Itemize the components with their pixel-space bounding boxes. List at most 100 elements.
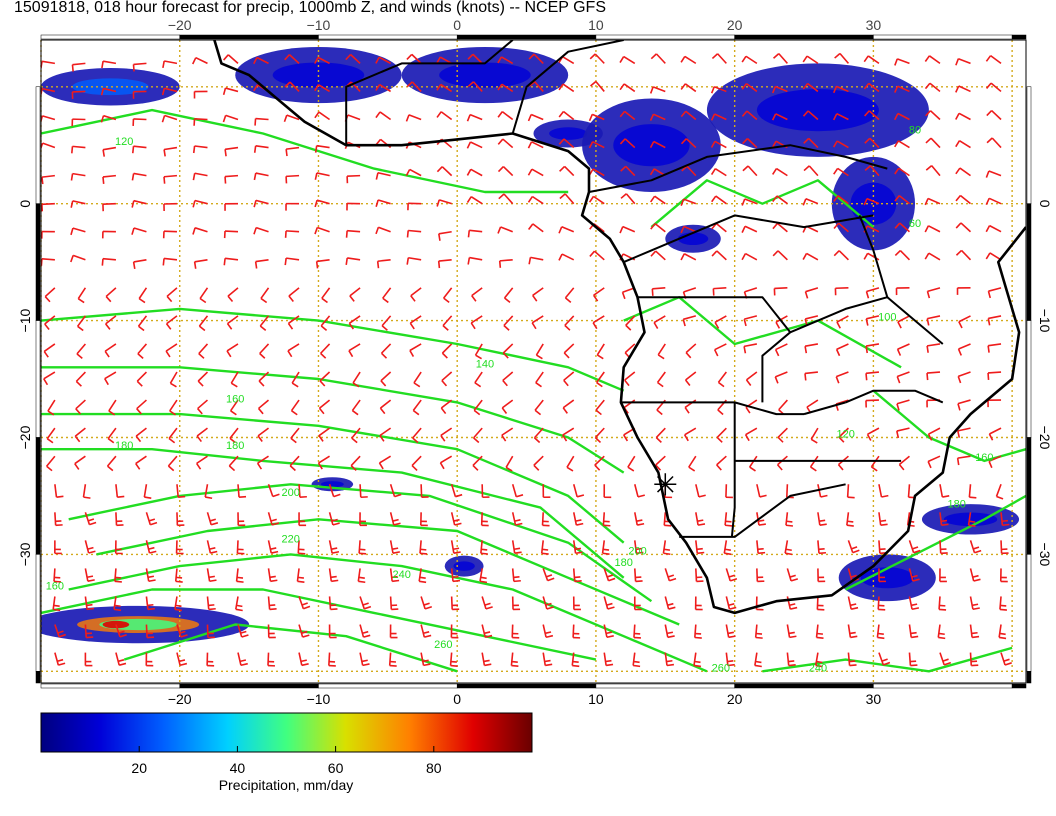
wind-barb — [314, 144, 330, 153]
wind-barb-flag — [362, 663, 370, 667]
wind-barb-flag — [472, 464, 479, 471]
wind-barb — [864, 110, 880, 121]
wind-barb-flag — [865, 318, 869, 326]
wind-barb — [70, 200, 86, 208]
wind-barb-staff — [746, 371, 758, 381]
wind-barb-flag — [528, 257, 532, 265]
wind-barb-flag — [301, 663, 309, 667]
wind-barb-staff — [774, 287, 788, 290]
wind-barb-flag — [850, 574, 857, 578]
wind-barb-flag — [497, 165, 504, 173]
top-axis-bar — [595, 34, 735, 40]
wind-barb-flag — [423, 631, 430, 635]
wind-barb-flag — [514, 551, 522, 555]
wind-barb-flag — [254, 261, 258, 269]
wind-barb-flag — [714, 321, 720, 329]
wind-barb-flag — [41, 177, 44, 185]
wind-barb-staff — [747, 165, 758, 177]
wind-barb — [224, 202, 239, 211]
wind-barb — [197, 371, 209, 387]
wind-barb — [987, 343, 1002, 353]
wind-barb-flag — [717, 409, 724, 416]
wind-barb — [633, 624, 641, 639]
lon-tick-label-bottom: 10 — [588, 691, 604, 707]
wind-barb-staff — [479, 568, 483, 582]
wind-barb-staff — [686, 165, 697, 177]
wind-barb — [999, 596, 1007, 611]
coastline-borders — [213, 40, 1026, 615]
wind-barb-staff — [836, 140, 849, 149]
wind-barb-staff — [806, 399, 819, 408]
wind-barb-flag — [657, 381, 664, 388]
wind-barb — [725, 652, 735, 667]
wind-barb — [497, 226, 513, 234]
wind-barb — [267, 652, 276, 667]
wind-barb — [318, 399, 331, 415]
wind-barb-staff — [693, 652, 697, 666]
wind-barb-flag — [147, 607, 155, 611]
wind-barb — [594, 455, 605, 471]
wind-barb — [802, 252, 819, 261]
wind-barb-staff — [145, 512, 152, 525]
wind-barb-staff — [206, 596, 210, 610]
wind-barb-flag — [835, 376, 840, 384]
wind-barb-flag — [363, 605, 372, 610]
wind-barb-flag — [260, 297, 268, 304]
wind-barb-flag — [755, 636, 763, 639]
wind-barb — [411, 455, 422, 471]
wind-barb-flag — [210, 522, 219, 526]
wind-barb-flag — [531, 322, 537, 330]
wind-barb-flag — [284, 81, 291, 88]
wind-barb-flag — [419, 580, 427, 584]
wind-barb-flag — [453, 518, 460, 522]
wind-barb-staff — [564, 315, 575, 326]
wind-barb-staff — [133, 259, 147, 263]
wind-barb-flag — [833, 222, 840, 230]
wind-barb — [253, 199, 269, 208]
wind-barb-flag — [972, 574, 979, 578]
wind-barb-flag — [680, 55, 686, 63]
wind-barb-flag — [382, 297, 389, 304]
wind-barb-staff — [381, 315, 392, 327]
wind-barb-flag — [118, 662, 127, 666]
wind-barb — [632, 652, 641, 668]
star-marker-stroke — [656, 475, 674, 493]
wind-barb-staff — [347, 229, 361, 233]
wind-barb-staff — [115, 512, 118, 526]
wind-barb — [497, 111, 514, 121]
wind-barb-staff — [298, 596, 305, 610]
wind-barb-staff — [869, 165, 880, 177]
wind-barb — [389, 568, 400, 583]
wind-barb-flag — [77, 298, 85, 304]
wind-barb — [908, 596, 920, 611]
wind-barb-flag — [258, 380, 265, 387]
wind-barb-staff — [989, 252, 1002, 261]
wind-barb-flag — [240, 662, 248, 667]
wind-barb-flag — [497, 111, 503, 118]
wind-barb — [710, 140, 727, 149]
wind-barb — [713, 343, 727, 357]
wind-barb-staff — [988, 170, 1002, 177]
wind-barb-staff — [471, 287, 483, 297]
bottom-axis-bar — [40, 683, 180, 689]
wind-barb — [389, 540, 400, 554]
wind-barb-flag — [542, 548, 549, 551]
wind-barb-flag — [351, 409, 359, 416]
wind-barb — [564, 287, 575, 303]
wind-barb — [627, 455, 636, 472]
wind-barb-flag — [810, 466, 817, 472]
wind-barb — [406, 81, 422, 92]
wind-barb-staff — [632, 652, 636, 666]
wind-barb-staff — [502, 138, 514, 149]
wind-barb — [865, 399, 879, 408]
wind-barb — [321, 287, 331, 304]
wind-barb-flag — [87, 579, 95, 582]
wind-barb-staff — [511, 484, 518, 497]
wind-barb-staff — [472, 427, 483, 439]
wind-barb-flag — [379, 407, 386, 415]
wind-barb-staff — [167, 455, 178, 467]
wind-barb-staff — [939, 512, 943, 526]
wind-barb-staff — [286, 230, 300, 233]
wind-barb — [924, 197, 941, 206]
wind-barb-flag — [912, 546, 919, 550]
